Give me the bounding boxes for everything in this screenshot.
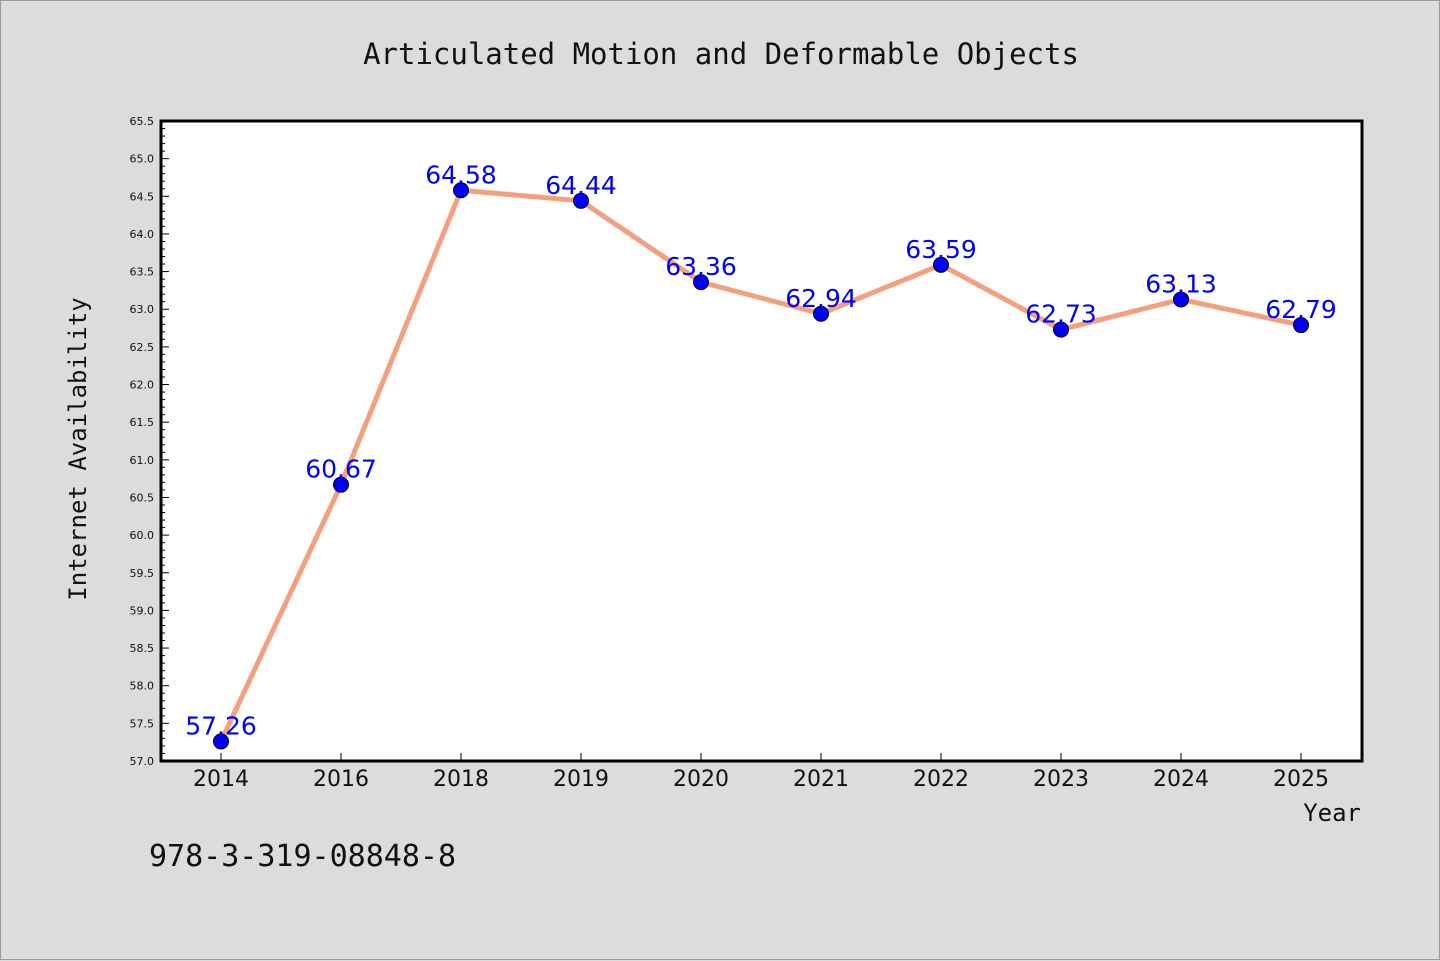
y-tick-label: 60.5: [130, 491, 155, 504]
data-label: 62.79: [1265, 295, 1337, 324]
y-tick-label: 59.0: [130, 604, 155, 617]
data-label: 62.94: [785, 284, 857, 313]
y-tick-label: 60.0: [130, 529, 155, 542]
data-point: [1053, 321, 1069, 338]
y-tick-label: 64.5: [130, 190, 155, 203]
data-label: 60.67: [305, 455, 377, 484]
footer-isbn: 978-3-319-08848-8: [149, 839, 456, 874]
x-tick-label: 2014: [193, 767, 249, 792]
x-tick-label: 2019: [553, 767, 609, 792]
data-point: [693, 274, 709, 291]
x-tick-label: 2018: [433, 767, 489, 792]
data-point: [1173, 291, 1189, 308]
data-point: [213, 733, 229, 750]
x-axis: 2014 2016 2018 2019 2020 2021 2022 2023 2024 2025: [193, 753, 1329, 792]
data-point: [573, 192, 589, 209]
y-tick-label: 61.5: [130, 416, 155, 429]
y-tick-label: 57.5: [130, 717, 155, 730]
chart-title: Articulated Motion and Deformable Object…: [363, 37, 1079, 71]
plot-area: [159, 119, 1364, 763]
data-label: 57.26: [185, 711, 257, 740]
x-tick-label: 2024: [1153, 767, 1209, 792]
y-tick-label: 63.5: [130, 266, 155, 279]
data-label: 62.73: [1025, 300, 1097, 329]
y-tick-label: 64.0: [130, 228, 155, 241]
x-tick-label: 2025: [1273, 767, 1329, 792]
y-axis: 57.0 57.5 58.0 58.5 59.0 59.5 60.0 60.5 61.0 61.5…: [130, 115, 169, 768]
data-point: [453, 182, 469, 199]
data-point: [1293, 317, 1309, 334]
y-tick-label: 65.5: [130, 115, 155, 128]
y-tick-label: 58.5: [130, 642, 155, 655]
x-tick-label: 2020: [673, 767, 729, 792]
y-tick-label: 62.0: [130, 379, 155, 392]
data-label: 63.59: [905, 235, 977, 264]
y-axis-label: Internet Availability: [64, 297, 92, 600]
series-line: [218, 187, 1304, 744]
y-tick-label: 58.0: [130, 680, 155, 693]
x-tick-label: 2022: [913, 767, 969, 792]
x-tick-label: 2016: [313, 767, 369, 792]
data-label: 64.44: [545, 171, 617, 200]
data-series: 57.26 60.67 64.58 64.44 63.36 62.94 63.59 62.73…: [185, 160, 1337, 750]
data-point: [933, 256, 949, 273]
data-point: [333, 476, 349, 493]
y-tick-label: 61.0: [130, 454, 155, 467]
y-tick-label: 62.5: [130, 341, 155, 354]
x-axis-label: Year: [1303, 799, 1361, 827]
x-tick-label: 2023: [1033, 767, 1089, 792]
x-tick-label: 2021: [793, 767, 849, 792]
y-tick-label: 57.0: [130, 755, 155, 768]
data-label: 63.13: [1145, 269, 1217, 298]
y-tick-label: 63.0: [130, 303, 155, 316]
y-tick-label: 65.0: [130, 153, 155, 166]
data-label: 64.58: [425, 160, 497, 189]
y-tick-label: 59.5: [130, 567, 155, 580]
data-point: [813, 305, 829, 322]
data-label: 63.36: [665, 252, 737, 281]
